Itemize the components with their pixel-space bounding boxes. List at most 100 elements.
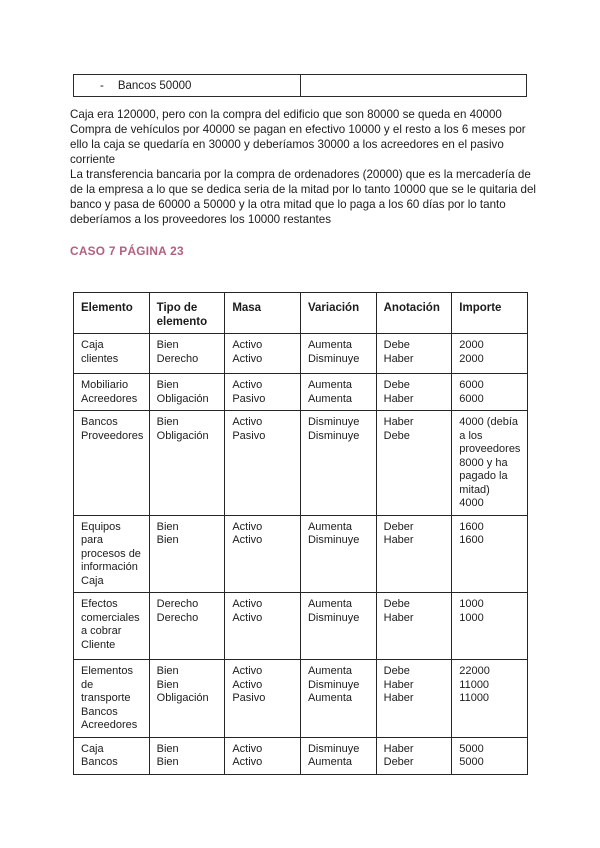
cell-line: Efectos comerciales a cobrar <box>81 598 140 637</box>
cell-line: Bien <box>156 665 179 677</box>
table-cell: Activo Activo <box>224 514 301 593</box>
column-header: Anotación <box>375 292 453 334</box>
table-row: Caja clientes Bien Derecho Activo Activo Aumen… <box>73 333 528 374</box>
notes-paragraph: Caja era 120000, pero con la compra del … <box>70 107 542 227</box>
cell-line: Caja <box>81 574 104 587</box>
table-cell: Activo Pasivo <box>224 410 301 516</box>
table-cell: Activo Activo <box>224 736 301 775</box>
cell-line: 1600 <box>459 534 484 546</box>
table-header-row: Elemento Tipo de elemento Masa Variación Ano… <box>73 292 528 334</box>
table-cell: Activo Activo <box>224 333 301 374</box>
cell-line: Aumenta <box>307 598 352 610</box>
cell-line: Activo <box>232 416 263 428</box>
cell-line: Disminuye <box>307 611 360 624</box>
table-cell: 2000 2000 <box>451 333 528 374</box>
cell-line: Debe <box>383 598 410 610</box>
cell-line: Haber <box>383 416 414 428</box>
cell-line: Bien <box>156 379 179 391</box>
cell-line: Bancos <box>81 416 118 428</box>
cell-line: 22000 <box>459 665 490 677</box>
table-cell: Aumenta Disminuye <box>299 514 377 593</box>
text-line: ello la caja se quedaría en 30000 y debe… <box>70 138 504 151</box>
table-cell: Activo Pasivo <box>224 373 301 411</box>
table-cell: Debe Haber <box>375 373 453 411</box>
cell-line: Elementos de transporte <box>81 665 133 704</box>
column-header: Tipo de elemento <box>148 292 226 334</box>
table-cell: Debe Haber Haber <box>375 659 453 738</box>
cell-line: Debe <box>383 429 410 442</box>
cell-line: Mobiliario <box>81 379 129 391</box>
cell-line: Proveedores <box>81 429 144 442</box>
cell-line: Activo <box>232 339 263 351</box>
cell-line: Activo <box>232 756 263 768</box>
cell-line: Haber <box>383 392 414 405</box>
table-row: Bancos Proveedores Bien Obligación Activo Pas… <box>73 410 528 516</box>
cell-line: Disminuye <box>307 678 360 691</box>
cell-line: Debe <box>383 379 410 391</box>
cell-line: Obligación <box>156 692 209 704</box>
cell-line: Pasivo <box>232 692 266 704</box>
cell-line: Disminuye <box>307 534 360 546</box>
text-line: corriente <box>70 153 116 166</box>
table-row: Caja Bancos Bien Bien Activo Activo Disminuye A… <box>73 736 528 775</box>
cell-line: 1000 <box>459 598 484 610</box>
cell-line: 6000 <box>459 392 484 405</box>
text-line: de la empresa a lo que se dedica seria d… <box>70 183 536 196</box>
table-cell: Debe Haber <box>375 333 453 374</box>
table-cell: Disminuye Aumenta <box>299 736 377 775</box>
table-cell: 6000 6000 <box>451 373 528 411</box>
cell-line: 4000 (debía a los proveedores 8000 y ha … <box>459 416 521 496</box>
cell-line: 11000 <box>459 692 490 704</box>
cell-line: Obligación <box>156 392 209 405</box>
cell-line: 11000 <box>459 678 490 691</box>
cell-line: Haber <box>383 742 414 755</box>
cell-line: Cliente <box>81 638 116 651</box>
cell-line: Haber <box>383 534 414 546</box>
cell-line: Debe <box>383 665 410 677</box>
table-row: Efectos comerciales a cobrar Cliente Derec… <box>73 592 528 660</box>
cell-line: Pasivo <box>232 429 266 442</box>
table-cell: Bien Bien <box>148 514 226 593</box>
cell-line: Deber <box>383 756 414 768</box>
column-header: Elemento <box>73 292 150 334</box>
table-cell: Aumenta Disminuye Aumenta <box>299 659 377 738</box>
table-cell-empty <box>299 74 527 97</box>
bancos-note-table: - Bancos 50000 <box>73 74 527 97</box>
table-cell: Caja clientes <box>73 333 150 374</box>
table-cell: Caja Bancos <box>73 736 150 775</box>
cell-line: Bien <box>156 534 179 546</box>
table-cell: Debe Haber <box>375 592 453 660</box>
cell-line: Bien <box>156 339 179 351</box>
cell-line: Derecho <box>156 598 199 610</box>
table-cell: Bancos Proveedores <box>73 410 150 516</box>
list-dash: - <box>100 79 104 92</box>
cell-line: clientes <box>81 352 119 365</box>
table-row: Mobiliario Acreedores Bien Obligación Activo… <box>73 373 528 411</box>
cell-line: Aumenta <box>307 665 352 677</box>
cell-line: Aumenta <box>307 520 352 533</box>
text-line: Caja era 120000, pero con la compra del … <box>70 108 502 121</box>
cell-line: 4000 <box>459 497 484 509</box>
table-cell: 1000 1000 <box>451 592 528 660</box>
text-line: Compra de vehículos por 40000 se pagan e… <box>70 123 526 136</box>
cell-line: Activo <box>232 678 263 691</box>
table-cell: Bien Bien Obligación <box>148 659 226 738</box>
cell-line: Bien <box>156 416 179 428</box>
cell-line: Bien <box>156 520 179 533</box>
cell-line: Bien <box>156 678 179 691</box>
cell-line: Haber <box>383 692 414 704</box>
cell-line: Activo <box>232 611 263 624</box>
text-line: banco y pasa de 60000 a 50000 y la otra … <box>70 198 506 211</box>
cell-line: Disminuye <box>307 416 360 428</box>
cell-line: Bancos <box>81 756 118 768</box>
cell-line: Disminuye <box>307 352 360 365</box>
cell-line: 1000 <box>459 611 484 624</box>
table-cell: 22000 11000 11000 <box>451 659 528 738</box>
table-cell: Aumenta Aumenta <box>299 373 377 411</box>
cell-line: Derecho <box>156 352 199 365</box>
table-cell: Disminuye Disminuye <box>299 410 377 516</box>
cell-line: Haber <box>383 678 414 691</box>
cell-line: Activo <box>232 534 263 546</box>
table-cell: Activo Activo Pasivo <box>224 659 301 738</box>
